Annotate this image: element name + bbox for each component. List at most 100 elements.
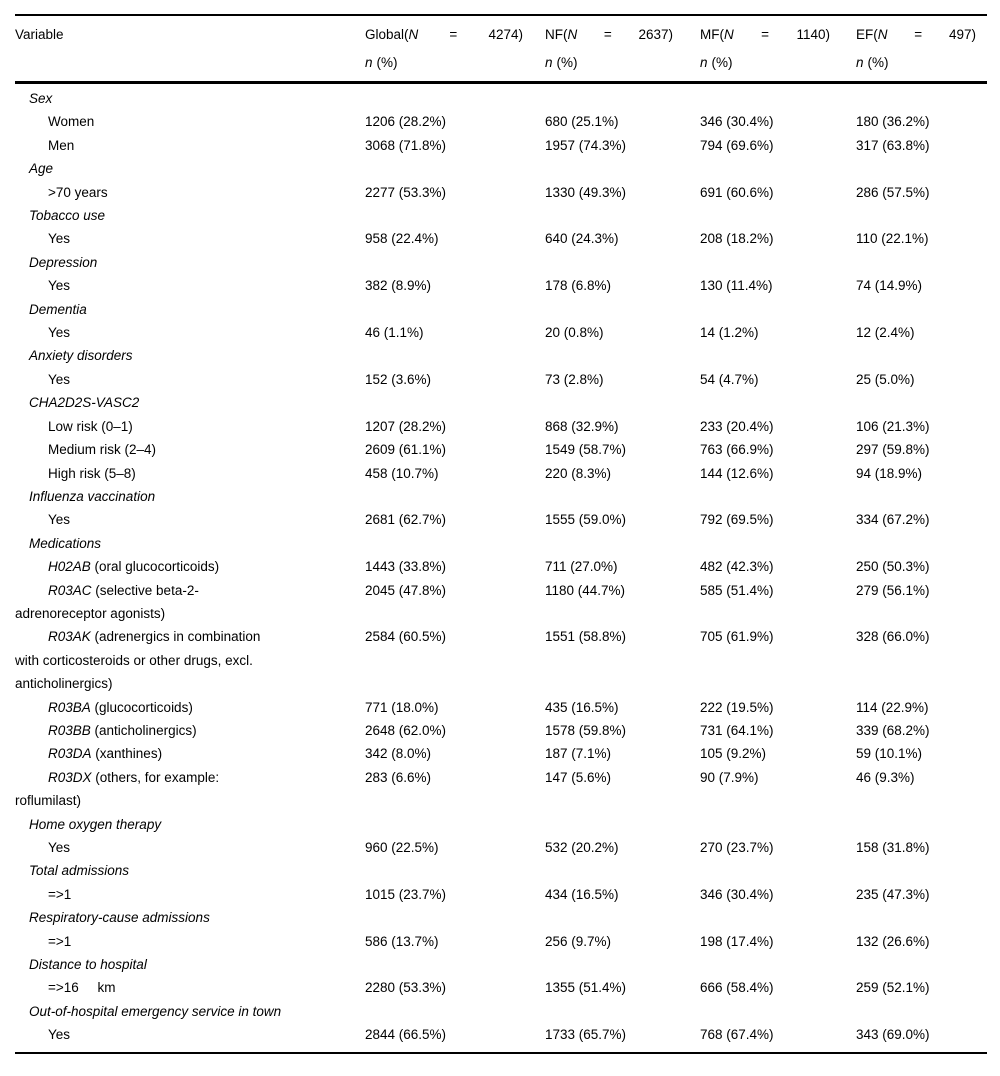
value-cell-global: 3068 (71.8%) [365, 137, 447, 153]
variable-cell: Tobacco use [29, 208, 106, 224]
value-cell-mf: 482 (42.3%) [700, 559, 774, 575]
column-header-global: Global(N = 4274) n (%) [365, 25, 545, 73]
value-cell-global: 960 (22.5%) [365, 840, 439, 855]
value-cell-nf: 434 (16.5%) [545, 886, 619, 902]
table-category-row: Anxiety disorders [15, 344, 987, 367]
value-cell-mf: 792 (69.5%) [700, 512, 774, 528]
mf-prefix: MF( [700, 27, 724, 42]
value-cell-ef: 328 (66.0%) [856, 629, 930, 645]
value-cell-global: 2609 (61.1%) [365, 442, 447, 458]
nf-prefix: NF( [545, 27, 568, 42]
value-cell-nf: 435 (16.5%) [545, 699, 619, 715]
table-row: =>1 1015 (23.7%) 434 (16.5%) 346 (30.4%) 235… [15, 883, 987, 906]
table-category-row: Respiratory-cause admissions [15, 906, 987, 929]
table-row: R03BB (anticholinergics) 2648 (62.0%) 1578… [15, 719, 987, 742]
value-cell-ef: 235 (47.3%) [856, 886, 930, 902]
ef-count: 497) [948, 27, 976, 42]
value-cell-ef: 12 (2.4%) [856, 325, 915, 341]
value-cell-ef: 339 (68.2%) [856, 722, 930, 738]
variable-cell: Out-of-hospital emergency service in tow… [29, 1003, 282, 1019]
value-cell-ef: 114 (22.9%) [856, 699, 929, 715]
value-cell-mf: 731 (64.1%) [700, 722, 774, 738]
variable-cell: Sex [29, 91, 53, 106]
value-cell-global: 382 (8.9%) [365, 278, 432, 294]
value-cell-nf: 532 (20.2%) [545, 840, 619, 855]
value-cell-nf: 1551 (58.8%) [545, 629, 627, 645]
table-row: Yes 960 (22.5%) 532 (20.2%) 270 (23.7%) 158 … [15, 836, 987, 859]
value-cell-ef: 94 (18.9%) [856, 465, 923, 481]
table-category-row: Out-of-hospital emergency service in tow… [15, 1000, 987, 1023]
nf-subheader: n (%) [545, 55, 578, 70]
value-cell-mf: 346 (30.4%) [700, 886, 774, 902]
value-cell-ef: 334 (67.2%) [856, 512, 930, 528]
value-cell-global: 2280 (53.3%) [365, 980, 447, 996]
variable-cell: Medium risk (2–4) [48, 442, 157, 458]
variable-cell: =>1 [48, 933, 72, 949]
global-eq: = [449, 27, 458, 42]
value-cell-global: 2648 (62.0%) [365, 722, 447, 738]
ef-nvar: N [877, 27, 888, 42]
column-header-mf: MF(N = 1140) n (%) [700, 25, 856, 73]
variable-cell: R03BB (anticholinergics) [48, 722, 197, 738]
variable-cell: Influenza vaccination [29, 488, 156, 504]
value-cell-mf: 130 (11.4%) [700, 278, 773, 294]
nf-eq: = [603, 27, 612, 42]
column-header-variable: Variable [15, 25, 365, 45]
table-row: Women 1206 (28.2%) 680 (25.1%) 346 (30.4%) 1… [15, 110, 987, 133]
table-row: R03BA (glucocorticoids) 771 (18.0%) 435 (1… [15, 696, 987, 719]
value-cell-mf: 105 (9.2%) [700, 746, 767, 762]
value-cell-global: 283 (6.6%) [365, 769, 432, 785]
table-row: Low risk (0–1) 1207 (28.2%) 868 (32.9%) 233… [15, 415, 987, 438]
column-header-ef: EF(N = 497) n (%) [856, 25, 987, 73]
value-cell-nf: 711 (27.0%) [545, 559, 618, 575]
value-cell-nf: 20 (0.8%) [545, 325, 604, 341]
value-cell-ef: 46 (9.3%) [856, 769, 915, 785]
table-row: Yes 958 (22.4%) 640 (24.3%) 208 (18.2%) 110 … [15, 227, 987, 250]
variable-cell: Respiratory-cause admissions [29, 910, 210, 926]
table-category-row: Distance to hospital [15, 953, 987, 976]
table-row: Yes 2681 (62.7%) 1555 (59.0%) 792 (69.5%) 33… [15, 508, 987, 531]
variable-cell: Yes [48, 512, 71, 528]
variable-cell: R03AC (selective beta-2- adrenoreceptor … [15, 582, 199, 621]
variable-cell: Men [48, 137, 75, 153]
variable-cell: Yes [48, 325, 71, 341]
value-cell-mf: 691 (60.6%) [700, 184, 774, 200]
table-body: Sex Women 1206 (28.2%) 680 (25.1%) 346 (30.4… [15, 84, 987, 1054]
mf-count: 1140) [796, 27, 830, 42]
value-cell-global: 342 (8.0%) [365, 746, 432, 762]
header-row: Variable Global(N = 4274) n (%) NF(N = 26… [15, 25, 987, 73]
value-cell-nf: 1578 (59.8%) [545, 722, 627, 738]
value-cell-nf: 640 (24.3%) [545, 231, 619, 247]
value-cell-ef: 259 (52.1%) [856, 980, 930, 996]
value-cell-mf: 585 (51.4%) [700, 582, 774, 598]
ef-eq: = [914, 27, 923, 42]
value-cell-global: 152 (3.6%) [365, 371, 432, 387]
variable-cell: Low risk (0–1) [48, 418, 133, 434]
variable-cell: Home oxygen therapy [29, 816, 162, 832]
table-row: High risk (5–8) 458 (10.7%) 220 (8.3%) 144 … [15, 462, 987, 485]
mf-header-line: MF(N = 1140) [700, 25, 830, 45]
table-row: >70 years 2277 (53.3%) 1330 (49.3%) 691 (60… [15, 181, 987, 204]
value-cell-mf: 54 (4.7%) [700, 371, 759, 387]
table-row: Yes 152 (3.6%) 73 (2.8%) 54 (4.7%) 25 (5.0%) [15, 368, 987, 391]
mf-subheader: n (%) [700, 55, 733, 70]
value-cell-global: 2681 (62.7%) [365, 512, 447, 528]
value-cell-global: 2045 (47.8%) [365, 582, 447, 598]
variable-cell: Age [29, 161, 54, 177]
value-cell-nf: 680 (25.1%) [545, 114, 619, 130]
value-cell-mf: 270 (23.7%) [700, 840, 774, 855]
value-cell-ef: 59 (10.1%) [856, 746, 923, 762]
ef-prefix: EF( [856, 27, 878, 42]
table-row: =>16 km 2280 (53.3%) 1355 (51.4%) 666 (58.4… [15, 976, 987, 999]
patient-characteristics-table: Variable Global(N = 4274) n (%) NF( N = 26… [15, 14, 987, 1054]
table-row: R03DX (others, for example: roflumilast)… [15, 766, 987, 813]
value-cell-nf: 1957 (74.3%) [545, 137, 627, 153]
variable-cell: Medications [29, 535, 102, 551]
value-cell-global: 1015 (23.7%) [365, 886, 447, 902]
value-cell-global: 958 (22.4%) [365, 231, 439, 247]
value-cell-mf: 768 (67.4%) [700, 1027, 774, 1043]
value-cell-global: 1443 (33.8%) [365, 559, 447, 575]
variable-cell: R03DA (xanthines) [48, 746, 163, 762]
table-category-row: Home oxygen therapy [15, 813, 987, 836]
variable-cell: =>16 km [48, 980, 116, 996]
